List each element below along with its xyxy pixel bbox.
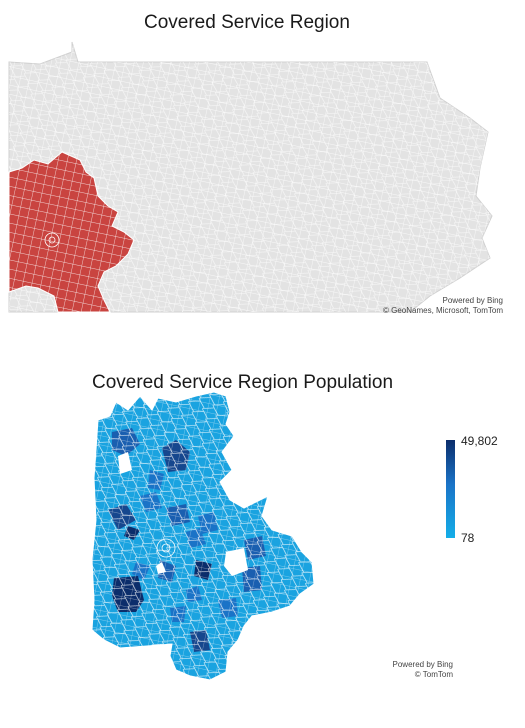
powered-by-text: Powered by Bing [442, 296, 503, 305]
powered-by-text: Powered by Bing [392, 660, 453, 669]
map-title-service-region: Covered Service Region [144, 12, 350, 33]
legend-min-label: 78 [461, 531, 475, 545]
map-attribution: Powered by Bing © TomTom [393, 660, 453, 680]
map-title-population: Covered Service Region Population [92, 372, 394, 393]
copyright-text: © GeoNames, Microsoft, TomTom [383, 306, 503, 315]
legend-max-label: 49,802 [461, 434, 498, 448]
population-map [91, 391, 315, 681]
legend-gradient-bar [446, 440, 455, 538]
map-attribution: Powered by Bing © GeoNames, Microsoft, T… [383, 296, 503, 316]
covered-region-highlight [8, 151, 135, 313]
copyright-text: © TomTom [414, 670, 453, 679]
